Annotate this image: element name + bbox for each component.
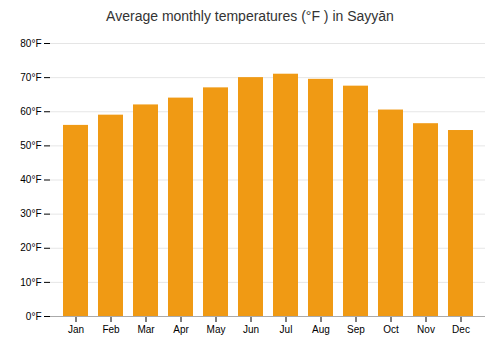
svg-text:Nov: Nov — [417, 324, 435, 335]
svg-text:40°F: 40°F — [20, 174, 41, 185]
svg-text:Jan: Jan — [68, 324, 84, 335]
svg-text:30°F: 30°F — [20, 208, 41, 219]
svg-text:Apr: Apr — [173, 324, 189, 335]
svg-text:Jul: Jul — [280, 324, 293, 335]
svg-text:20°F: 20°F — [20, 242, 41, 253]
svg-text:70°F: 70°F — [20, 72, 41, 83]
svg-text:Oct: Oct — [383, 324, 399, 335]
html-text:Average monthly temperatures (: Average monthly temperatures (°F ) in Sa… — [106, 8, 394, 24]
svg-text:10°F: 10°F — [20, 277, 41, 288]
svg-text:0°F: 0°F — [26, 311, 42, 322]
svg-text:Sep: Sep — [347, 324, 365, 335]
svg-text:Dec: Dec — [452, 324, 470, 335]
svg-text:Feb: Feb — [102, 324, 120, 335]
svg-text:50°F: 50°F — [20, 140, 41, 151]
svg-text:60°F: 60°F — [20, 106, 41, 117]
svg-text:Aug: Aug — [312, 324, 330, 335]
svg-text:Jun: Jun — [243, 324, 259, 335]
svg-text:Mar: Mar — [137, 324, 155, 335]
svg-text:80°F: 80°F — [20, 38, 41, 49]
svg-text:May: May — [207, 324, 226, 335]
